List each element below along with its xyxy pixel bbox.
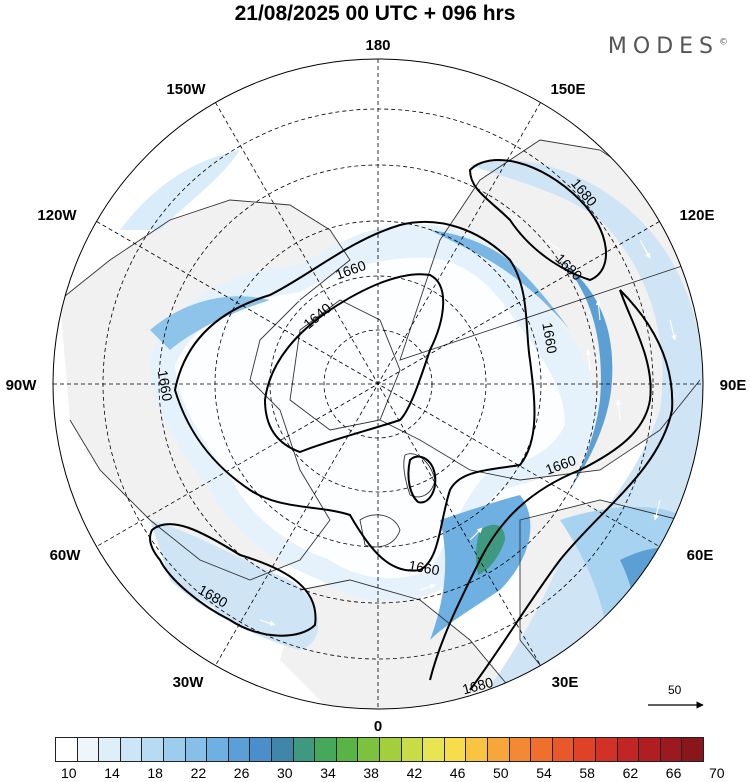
colorbar-cell <box>638 737 661 762</box>
colorbar-cell <box>76 737 100 762</box>
colorbar-tick-label: 30 <box>277 765 293 781</box>
colorbar-cell <box>249 737 272 762</box>
graticule <box>53 59 703 709</box>
colorbar-cell <box>314 737 337 762</box>
colorbar-cell <box>573 737 596 762</box>
lon-label-150e: 150E <box>550 81 585 98</box>
colorbar-cell <box>530 737 553 762</box>
reference-vector-label: 50 <box>668 683 682 697</box>
lon-label-90w: 90W <box>6 377 38 394</box>
colorbar-cell <box>659 737 683 762</box>
colorbar-tick-label: 14 <box>104 765 120 781</box>
lon-label-120e: 120E <box>679 207 714 224</box>
lon-label-60e: 60E <box>687 547 714 564</box>
colorbar-cell <box>379 737 402 762</box>
colorbar-cell <box>357 737 380 762</box>
brand-name: MODES <box>607 34 719 59</box>
colorbar-tick-label: 42 <box>406 765 423 781</box>
lon-label-0: 0 <box>374 718 382 735</box>
colorbar-cell <box>443 737 467 762</box>
colorbar-cell <box>292 737 316 762</box>
colorbar-cell <box>141 737 164 762</box>
colorbar-cell <box>335 737 359 762</box>
lon-label-30w: 30W <box>173 674 205 691</box>
colorbar-tick-label: 54 <box>536 765 552 781</box>
colorbar-cell <box>681 737 704 762</box>
brand-logo: MODES© <box>608 34 728 59</box>
colorbar-tick-label: 66 <box>665 765 682 781</box>
colorbar-tick-label: 18 <box>147 765 163 781</box>
colorbar-tick-label: 58 <box>579 765 595 781</box>
contour-label: 1660 <box>155 369 176 403</box>
colorbar-cell <box>616 737 640 762</box>
contour-label: 1660 <box>407 557 441 578</box>
lon-label-120w: 120W <box>37 207 77 224</box>
colorbar-cell <box>163 737 186 762</box>
copyright-mark: © <box>719 37 728 48</box>
colorbar-cell <box>551 737 575 762</box>
chart-title: 21/08/2025 00 UTC + 096 hrs <box>234 2 516 25</box>
colorbar-tick-label: 38 <box>363 765 379 781</box>
colorbar-tick-label: 22 <box>190 765 207 781</box>
map-border <box>52 58 704 710</box>
colorbar-cell <box>487 737 510 762</box>
colorbar-cell <box>206 737 229 762</box>
colorbar-cell <box>119 737 143 762</box>
colorbar-tick-label: 62 <box>622 765 639 781</box>
lon-label-150w: 150W <box>166 81 206 98</box>
colorbar-tick-label: 50 <box>493 765 509 781</box>
lon-label-180: 180 <box>365 37 390 54</box>
lon-label-60w: 60W <box>50 547 82 564</box>
colorbar-cell <box>184 737 208 762</box>
lon-label-30e: 30E <box>552 674 579 691</box>
colorbar-cell <box>465 737 488 762</box>
polar-map: 1640 1660 1660 1660 1660 1660 1680 1680 … <box>6 37 747 735</box>
geopotential-contours <box>149 159 674 691</box>
lon-label-90e: 90E <box>720 377 747 394</box>
colorbar-cell <box>271 737 294 762</box>
colorbar-cell <box>227 737 251 762</box>
contour-label: 1660 <box>539 321 560 355</box>
colorbar-cell <box>422 737 445 762</box>
colorbar-cell <box>98 737 121 762</box>
colorbar-cell <box>508 737 532 762</box>
colorbar-tick-label: 46 <box>449 765 466 781</box>
colorbar-tick-label: 26 <box>233 765 250 781</box>
longitude-labels: 180 150E 120E 90E 60E 30E 0 30W 60W 90W … <box>6 37 747 735</box>
colorbar-cell <box>595 737 618 762</box>
colorbar-tick-label: 10 <box>61 765 77 781</box>
colorbar-tick-label: 70 <box>709 765 725 781</box>
colorbar-cell <box>400 737 424 762</box>
colorbar-tick-label: 34 <box>320 765 336 781</box>
colorbar <box>55 737 704 762</box>
colorbar-cell <box>55 737 78 762</box>
